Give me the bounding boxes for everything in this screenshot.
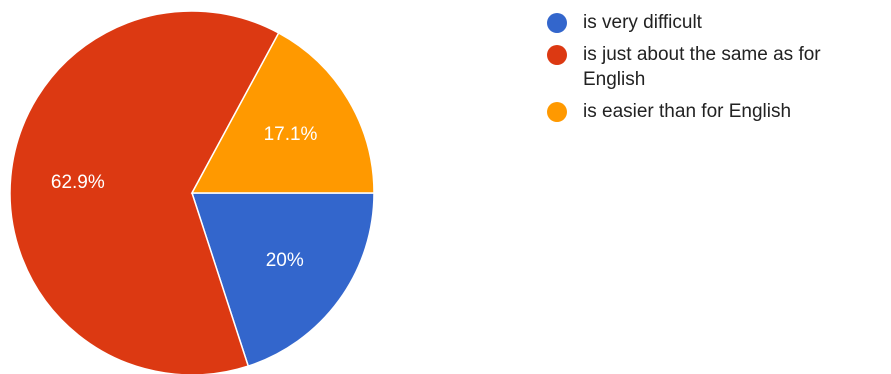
pie-slice-very-difficult[interactable]: [190, 192, 375, 368]
legend-swatch-easier-than-english: [547, 102, 567, 122]
pie-slice-label-very-difficult: 20%: [266, 250, 304, 271]
pie-slices: [9, 10, 375, 374]
legend-label-easier-than-english: is easier than for English: [583, 101, 792, 122]
chart-legend: is very difficult is just about the same…: [547, 10, 887, 131]
pie-slice-label-easier-than-english: 17.1%: [264, 124, 318, 145]
legend-item-very-difficult[interactable]: is very difficult: [547, 10, 887, 35]
legend-swatch-very-difficult: [547, 13, 567, 33]
legend-item-easier-than-english[interactable]: is easier than for English: [547, 99, 887, 124]
pie-slice-easier-than-english[interactable]: [190, 31, 375, 194]
legend-item-same-as-english[interactable]: is just about the same as for English: [547, 42, 887, 92]
pie-slice-same-as-english[interactable]: [9, 10, 280, 374]
pie-slice-labels: 20% 62.9% 17.1%: [51, 124, 318, 271]
pie-slice-label-same-as-english: 62.9%: [51, 172, 105, 193]
legend-swatch-same-as-english: [547, 45, 567, 65]
legend-label-very-difficult: is very difficult: [583, 12, 702, 33]
legend-label-same-as-english: is just about the same as for English: [583, 44, 821, 90]
pie-chart: 20% 62.9% 17.1%: [9, 10, 375, 374]
